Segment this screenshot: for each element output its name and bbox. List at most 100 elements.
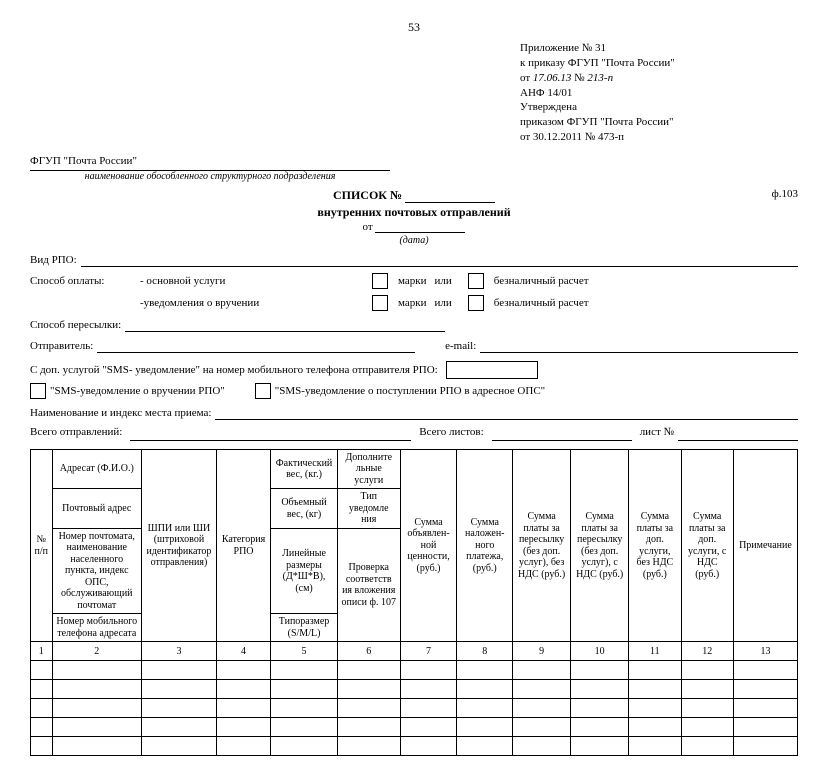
table-cell[interactable] (571, 661, 629, 680)
table-cell[interactable] (571, 718, 629, 737)
table-cell[interactable] (271, 699, 338, 718)
table-cell[interactable] (513, 661, 571, 680)
table-cell[interactable] (457, 718, 513, 737)
table-cell[interactable] (271, 718, 338, 737)
table-cell[interactable] (216, 718, 270, 737)
table-cell[interactable] (271, 737, 338, 756)
table-cell[interactable] (52, 737, 141, 756)
cn-6: 6 (337, 642, 400, 661)
total-sheets-field[interactable] (492, 426, 632, 441)
table-cell[interactable] (681, 680, 733, 699)
table-cell[interactable] (400, 718, 457, 737)
table-cell[interactable] (141, 718, 216, 737)
stamps-label-1: марки (398, 275, 427, 287)
total-sent-field[interactable] (130, 426, 411, 441)
cashless-label-1: безналичный расчет (494, 275, 589, 287)
sms-opt2-checkbox[interactable] (255, 383, 271, 399)
table-cell[interactable] (513, 737, 571, 756)
title-l1: СПИСОК № (333, 188, 402, 202)
table-cell[interactable] (216, 699, 270, 718)
table-row[interactable] (31, 680, 798, 699)
appr-l3: от 17.06.13 № 213-п (520, 71, 798, 86)
table-cell[interactable] (31, 737, 53, 756)
table-cell[interactable] (52, 718, 141, 737)
table-cell[interactable] (629, 680, 681, 699)
table-cell[interactable] (629, 737, 681, 756)
sheet-no-field[interactable] (678, 426, 798, 441)
table-cell[interactable] (629, 661, 681, 680)
approval-block: Приложение № 31 к приказу ФГУП "Почта Ро… (520, 41, 798, 145)
total-sent-label: Всего отправлений: (30, 426, 122, 441)
list-number-field[interactable] (405, 190, 495, 203)
table-row[interactable] (31, 699, 798, 718)
cashless-checkbox-1[interactable] (468, 273, 484, 289)
table-cell[interactable] (271, 661, 338, 680)
table-cell[interactable] (337, 661, 400, 680)
cashless-checkbox-2[interactable] (468, 295, 484, 311)
table-row[interactable] (31, 661, 798, 680)
table-cell[interactable] (457, 699, 513, 718)
table-cell[interactable] (141, 680, 216, 699)
table-cell[interactable] (571, 680, 629, 699)
th-n: № п/п (31, 449, 53, 642)
th-6c: Проверка соответств ия вложения описи ф.… (337, 528, 400, 642)
table-cell[interactable] (337, 737, 400, 756)
table-cell[interactable] (571, 699, 629, 718)
table-row[interactable] (31, 737, 798, 756)
table-cell[interactable] (400, 661, 457, 680)
table-cell[interactable] (513, 680, 571, 699)
table-cell[interactable] (271, 680, 338, 699)
table-cell[interactable] (733, 718, 797, 737)
table-cell[interactable] (400, 699, 457, 718)
table-cell[interactable] (733, 737, 797, 756)
table-cell[interactable] (216, 680, 270, 699)
table-cell[interactable] (400, 680, 457, 699)
email-field[interactable] (480, 340, 798, 353)
table-cell[interactable] (141, 661, 216, 680)
date-field[interactable] (375, 220, 465, 233)
table-cell[interactable] (457, 680, 513, 699)
table-cell[interactable] (513, 718, 571, 737)
table-cell[interactable] (400, 737, 457, 756)
table-cell[interactable] (141, 737, 216, 756)
table-cell[interactable] (733, 661, 797, 680)
table-cell[interactable] (141, 699, 216, 718)
email-label: e-mail: (445, 340, 476, 352)
table-cell[interactable] (681, 661, 733, 680)
table-cell[interactable] (52, 661, 141, 680)
table-row[interactable] (31, 718, 798, 737)
table-cell[interactable] (733, 699, 797, 718)
sms-phone-field[interactable] (446, 361, 538, 379)
table-cell[interactable] (681, 737, 733, 756)
table-cell[interactable] (337, 680, 400, 699)
appr-l5: Утверждена (520, 100, 798, 115)
ship-method-field[interactable] (125, 319, 445, 332)
stamps-checkbox-1[interactable] (372, 273, 388, 289)
table-cell[interactable] (52, 699, 141, 718)
table-cell[interactable] (571, 737, 629, 756)
table-cell[interactable] (629, 699, 681, 718)
table-cell[interactable] (31, 699, 53, 718)
cn-9: 9 (513, 642, 571, 661)
table-cell[interactable] (457, 737, 513, 756)
table-cell[interactable] (31, 661, 53, 680)
table-cell[interactable] (52, 680, 141, 699)
sender-field[interactable] (97, 340, 415, 353)
org-name: ФГУП "Почта России" (30, 155, 798, 167)
table-cell[interactable] (216, 737, 270, 756)
table-cell[interactable] (733, 680, 797, 699)
table-cell[interactable] (31, 718, 53, 737)
table-cell[interactable] (457, 661, 513, 680)
vid-rpo-field[interactable] (81, 254, 798, 267)
table-cell[interactable] (216, 661, 270, 680)
table-cell[interactable] (681, 718, 733, 737)
table-cell[interactable] (337, 699, 400, 718)
stamps-checkbox-2[interactable] (372, 295, 388, 311)
table-cell[interactable] (337, 718, 400, 737)
table-cell[interactable] (31, 680, 53, 699)
table-cell[interactable] (629, 718, 681, 737)
table-cell[interactable] (681, 699, 733, 718)
place-field[interactable] (215, 407, 798, 420)
table-cell[interactable] (513, 699, 571, 718)
sms-opt1-checkbox[interactable] (30, 383, 46, 399)
